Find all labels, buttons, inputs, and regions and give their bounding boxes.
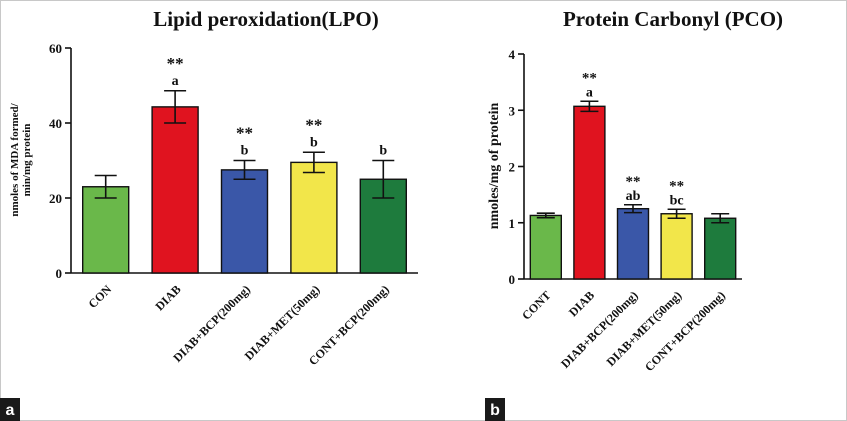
bar-cont-bcp-200mg-	[704, 217, 737, 280]
significance-letter: b	[241, 144, 249, 159]
y-tick-label: 60	[49, 41, 62, 56]
panel-tag-label: b	[490, 402, 500, 419]
y-tick-label: 0	[509, 272, 516, 287]
y-tick-label: 3	[509, 103, 516, 118]
bar-diab-bcp-200mg-	[616, 207, 650, 280]
significance-letter: bc	[670, 193, 684, 208]
bar-diab	[573, 105, 606, 280]
significance-stars: **	[582, 70, 597, 86]
bar-diab	[151, 106, 199, 274]
bar-cont	[529, 214, 562, 280]
panel-tag-label: a	[6, 402, 15, 419]
y-tick-label: 1	[509, 216, 516, 231]
significance-letter: b	[379, 144, 387, 159]
significance-stars: **	[305, 115, 322, 134]
chart-title: Protein Carbonyl (PCO)	[563, 7, 783, 31]
significance-letter: ab	[626, 189, 641, 204]
significance-stars: **	[669, 178, 684, 194]
chart-title: Lipid peroxidation(LPO)	[153, 7, 378, 31]
significance-stars: **	[236, 124, 253, 143]
y-tick-label: 20	[49, 191, 62, 206]
bar-con	[81, 186, 130, 274]
bar-diab-bcp-200mg-	[220, 169, 269, 274]
significance-stars: **	[626, 174, 641, 190]
y-tick-label: 0	[56, 266, 63, 281]
significance-stars: **	[167, 54, 184, 73]
y-tick-label: 40	[49, 116, 62, 131]
y-tick-label: 2	[509, 160, 516, 175]
y-axis-label: min/mg protein	[21, 124, 33, 197]
y-axis-label: nmoles/mg of protein	[487, 103, 502, 230]
bar-diab-met-50mg-	[660, 213, 693, 280]
bar-diab-met-50mg-	[290, 161, 338, 274]
y-tick-label: 4	[509, 47, 516, 62]
significance-letter: a	[586, 85, 593, 100]
y-axis-label: nmoles of MDA formed/	[9, 102, 21, 216]
significance-letter: a	[172, 74, 179, 89]
panel-tag-box	[485, 398, 505, 421]
significance-letter: b	[310, 135, 318, 150]
panel-tag-box	[0, 398, 20, 421]
